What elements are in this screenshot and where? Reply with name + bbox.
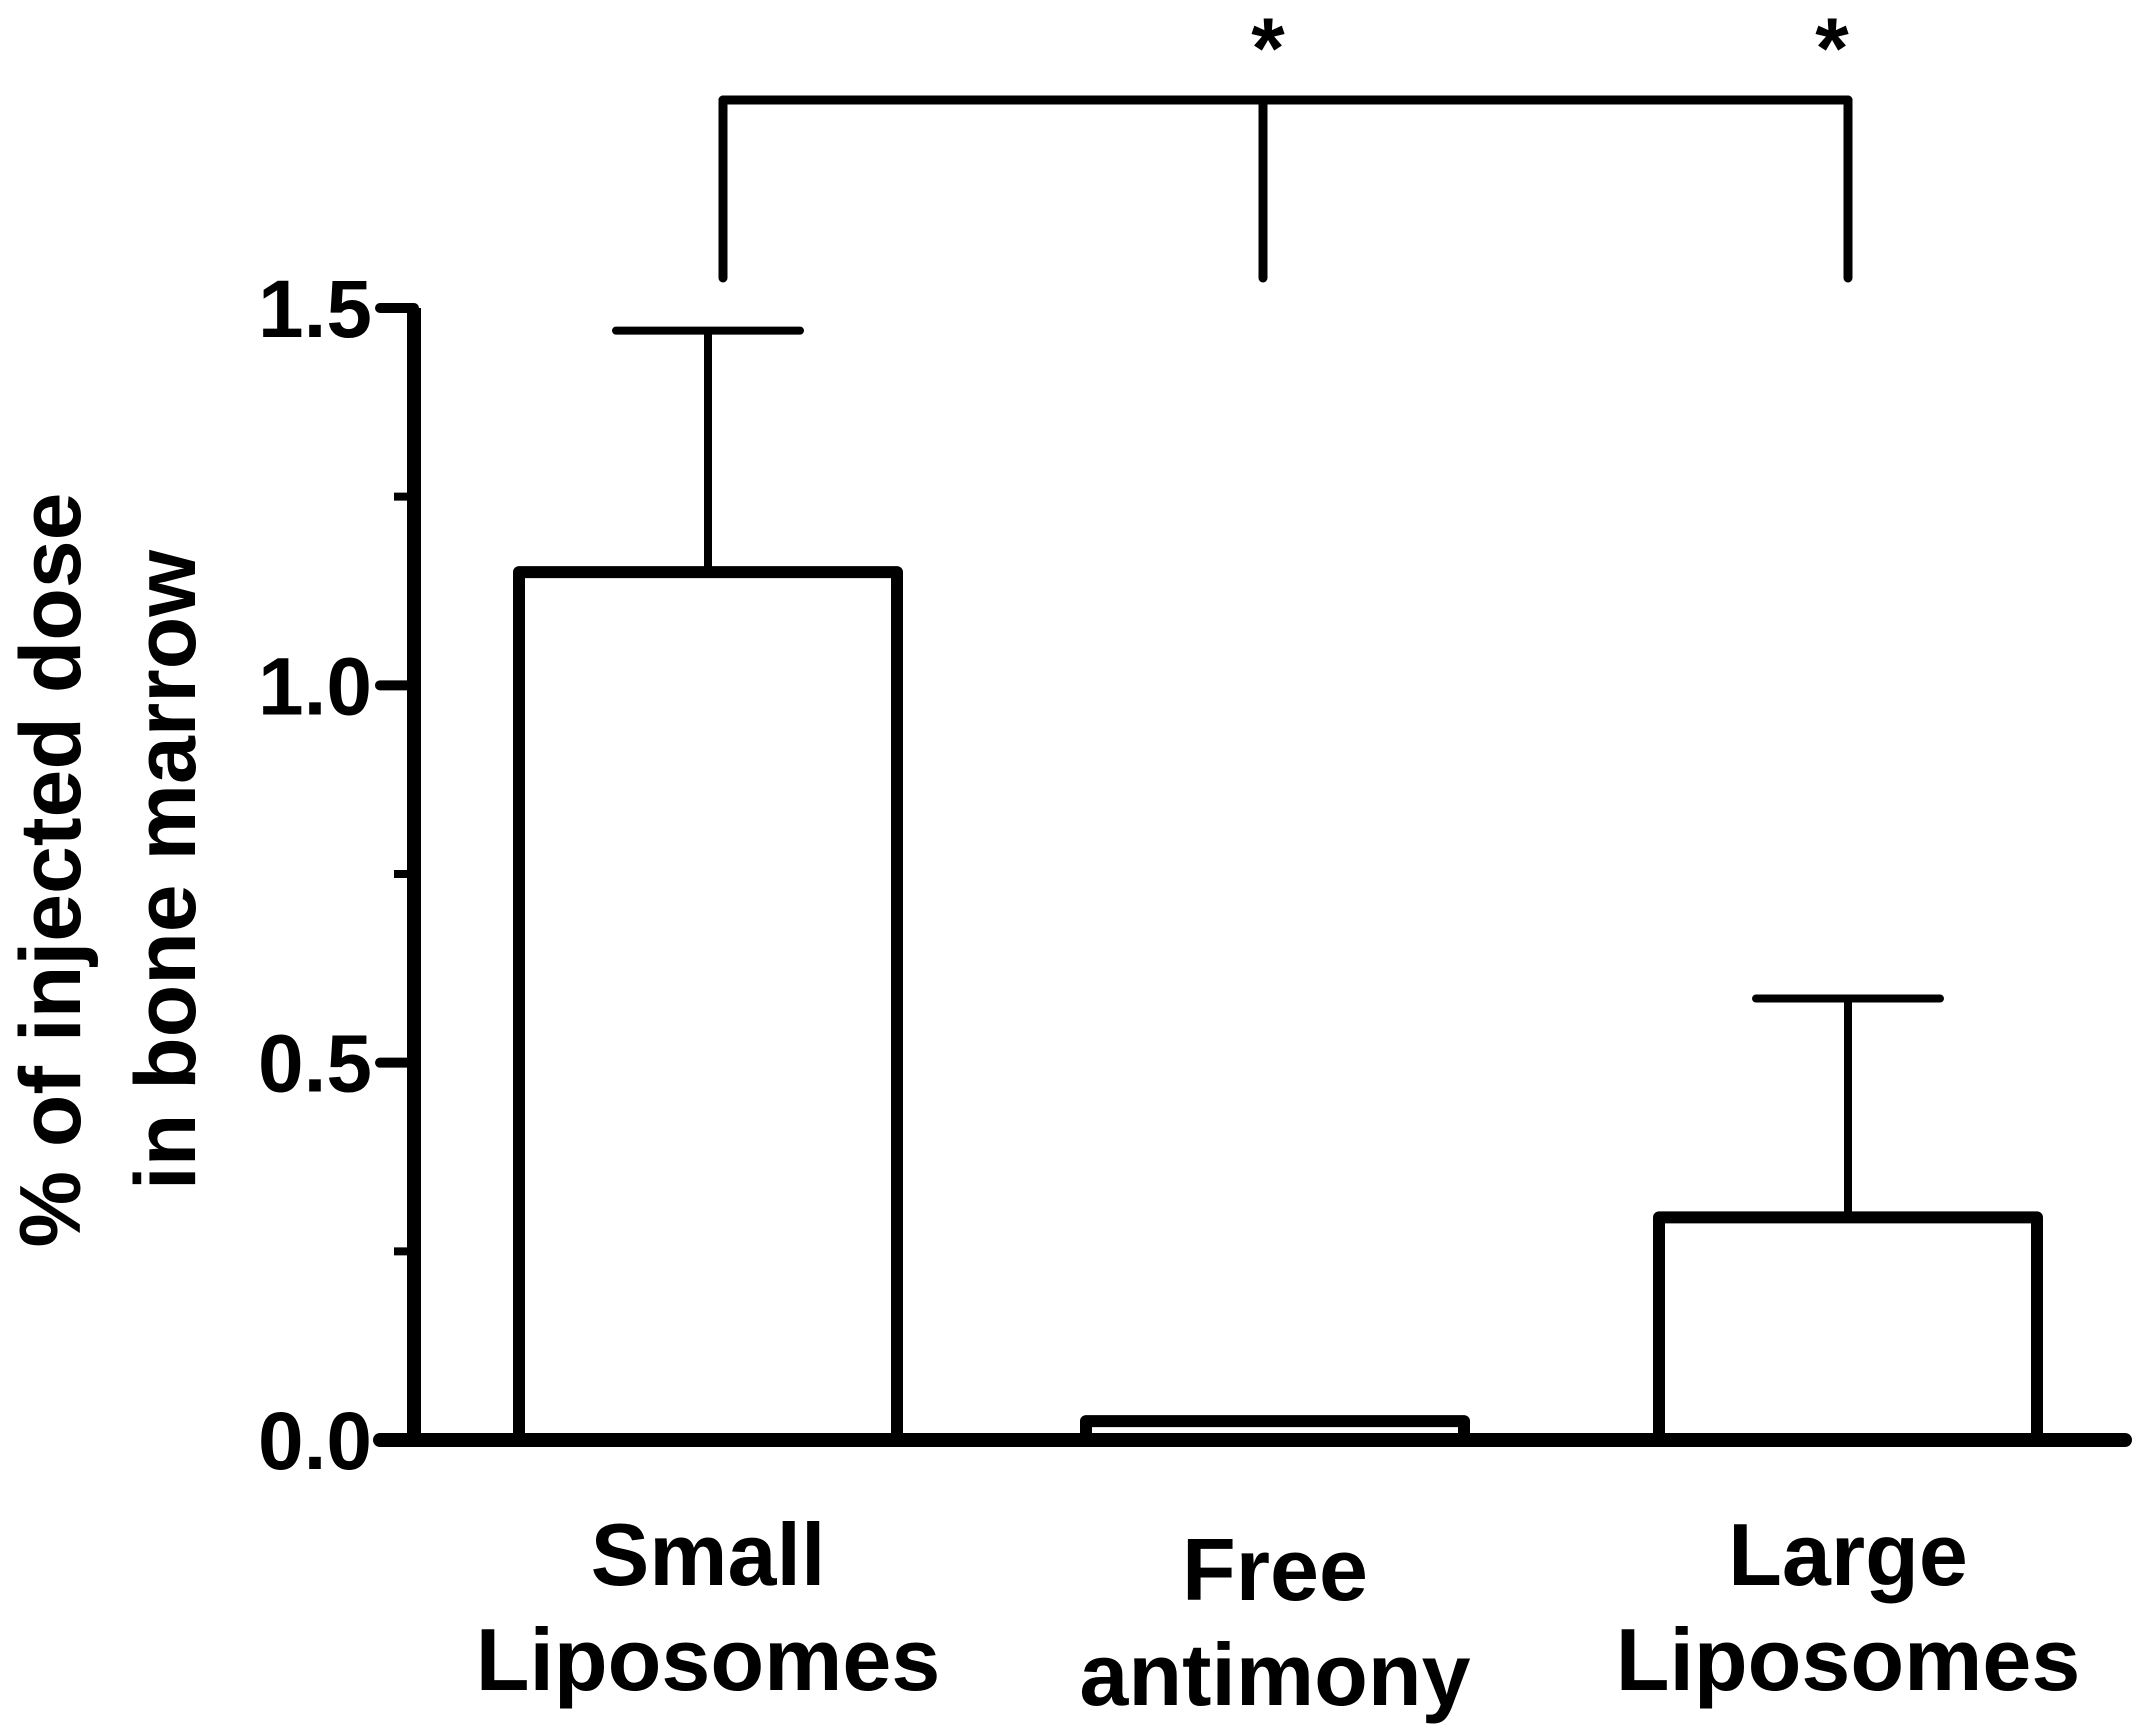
x-tick-label: Small Liposomes — [476, 1505, 941, 1709]
significance-star: * — [1251, 1, 1285, 97]
x-tick-label: Large Liposomes — [1616, 1505, 2081, 1709]
y-tick-label: 0.0 — [258, 1396, 372, 1487]
y-tick-label: 0.5 — [258, 1019, 372, 1110]
x-tick-label-line: antimony — [1079, 1625, 1470, 1724]
x-tick-label-line: Liposomes — [1616, 1610, 2081, 1709]
y-axis-title: % of injected dose in bone marrow — [3, 492, 214, 1247]
y-axis-title-line: % of injected dose — [3, 492, 99, 1247]
x-tick-label-line: Free — [1182, 1520, 1368, 1619]
x-tick-label-line: Liposomes — [476, 1610, 941, 1709]
x-tick-label: Free antimony — [1079, 1520, 1470, 1724]
y-tick-label: 1.5 — [258, 264, 372, 355]
x-tick-label-line: Small — [591, 1505, 826, 1604]
y-axis-title-line: in bone marrow — [118, 549, 214, 1190]
x-tick-label-line: Large — [1728, 1505, 1968, 1604]
significance-star: * — [1815, 1, 1849, 97]
bar — [1653, 1211, 2043, 1446]
y-tick-label: 1.0 — [258, 641, 372, 732]
bar — [513, 566, 903, 1446]
